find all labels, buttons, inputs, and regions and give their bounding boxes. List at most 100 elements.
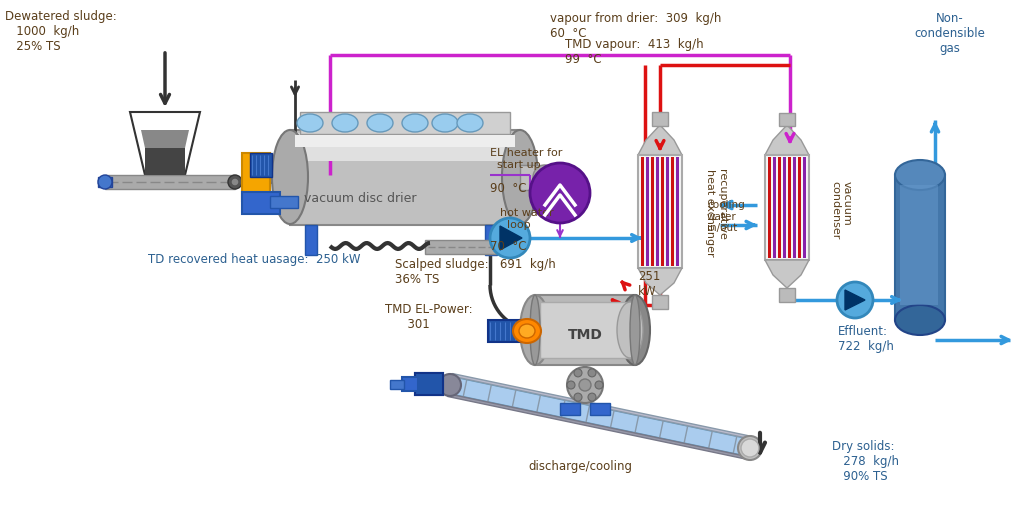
Circle shape <box>228 175 242 189</box>
Ellipse shape <box>457 114 483 132</box>
Bar <box>895 175 945 320</box>
Bar <box>305 225 317 255</box>
Text: discharge/cooling: discharge/cooling <box>528 460 632 473</box>
Bar <box>540 302 630 358</box>
Ellipse shape <box>741 439 759 457</box>
Bar <box>520 165 545 190</box>
Bar <box>662 157 664 266</box>
Polygon shape <box>845 290 865 310</box>
Bar <box>676 157 679 266</box>
Ellipse shape <box>439 374 461 396</box>
Text: TMD: TMD <box>567 328 602 342</box>
Ellipse shape <box>530 295 540 365</box>
Bar <box>415 373 443 395</box>
Ellipse shape <box>895 305 945 335</box>
Ellipse shape <box>402 114 428 132</box>
Ellipse shape <box>367 114 393 132</box>
Bar <box>560 403 580 415</box>
Text: Scalped sludge:   691  kg/h
36% TS: Scalped sludge: 691 kg/h 36% TS <box>395 258 556 286</box>
Ellipse shape <box>617 302 643 358</box>
Circle shape <box>231 178 239 186</box>
Bar <box>402 377 418 391</box>
Circle shape <box>567 367 603 403</box>
Bar <box>779 288 795 302</box>
Bar <box>590 403 610 415</box>
Text: vacuum
condenser: vacuum condenser <box>830 181 852 239</box>
Text: Dry solids:
   278  kg/h
   90% TS: Dry solids: 278 kg/h 90% TS <box>831 440 899 483</box>
Bar <box>803 157 806 258</box>
Bar <box>900 185 938 305</box>
Bar <box>535 295 635 365</box>
Bar <box>652 295 668 309</box>
Text: TMD vapour:  413  kg/h
99  °C: TMD vapour: 413 kg/h 99 °C <box>565 38 703 66</box>
Circle shape <box>837 282 873 318</box>
Polygon shape <box>500 226 522 250</box>
Bar <box>270 196 298 208</box>
Bar <box>783 157 786 258</box>
Polygon shape <box>141 130 189 148</box>
Circle shape <box>574 393 582 401</box>
Polygon shape <box>765 260 809 288</box>
Bar <box>488 320 520 342</box>
Polygon shape <box>452 374 753 439</box>
Text: 251
kW: 251 kW <box>638 270 660 298</box>
Bar <box>793 157 796 258</box>
Bar <box>778 157 781 258</box>
Bar <box>425 240 500 254</box>
Text: Dewatered sludge:
   1000  kg/h
   25% TS: Dewatered sludge: 1000 kg/h 25% TS <box>5 10 117 53</box>
Bar <box>98 177 112 187</box>
Bar <box>295 135 515 147</box>
Ellipse shape <box>520 295 550 365</box>
Bar <box>390 380 404 389</box>
Text: Effluent:
722  kg/h: Effluent: 722 kg/h <box>838 325 894 353</box>
Text: 70  °C: 70 °C <box>490 240 526 253</box>
Circle shape <box>588 369 596 377</box>
Text: EL heater for
  start up: EL heater for start up <box>490 148 562 170</box>
Bar <box>651 157 654 266</box>
Circle shape <box>595 381 603 389</box>
Bar <box>105 175 234 189</box>
Polygon shape <box>447 394 749 460</box>
Ellipse shape <box>620 295 650 365</box>
Circle shape <box>98 175 112 189</box>
Bar <box>652 112 668 126</box>
Bar <box>671 157 674 266</box>
Bar <box>641 157 644 266</box>
Bar <box>768 157 771 258</box>
Ellipse shape <box>534 165 557 189</box>
Bar <box>779 113 795 126</box>
Bar <box>798 157 801 258</box>
Bar <box>242 153 270 201</box>
Ellipse shape <box>630 295 640 365</box>
Text: cooling
water
in/out: cooling water in/out <box>707 200 744 233</box>
Bar <box>773 157 776 258</box>
Bar <box>656 157 659 266</box>
Text: hot water
  loop: hot water loop <box>500 208 554 230</box>
Circle shape <box>490 218 530 258</box>
Bar <box>765 155 809 260</box>
Ellipse shape <box>432 114 458 132</box>
Text: TMD EL-Power:
      301: TMD EL-Power: 301 <box>385 303 473 331</box>
Polygon shape <box>449 376 752 457</box>
Circle shape <box>567 381 575 389</box>
Bar <box>646 157 649 266</box>
Ellipse shape <box>272 130 308 224</box>
Bar <box>485 225 497 255</box>
Bar <box>666 157 669 266</box>
Bar <box>638 155 682 268</box>
Circle shape <box>588 393 596 401</box>
Text: recuperative
heat exchanger: recuperative heat exchanger <box>705 169 727 257</box>
Circle shape <box>579 379 591 391</box>
Polygon shape <box>145 148 185 175</box>
Ellipse shape <box>895 160 945 190</box>
Polygon shape <box>638 125 682 155</box>
Polygon shape <box>638 268 682 295</box>
Bar <box>788 157 791 258</box>
Ellipse shape <box>738 436 762 460</box>
Ellipse shape <box>502 130 538 224</box>
Ellipse shape <box>519 324 535 338</box>
Bar <box>290 130 520 225</box>
Bar <box>415 373 443 395</box>
Text: 90  °C: 90 °C <box>490 182 526 195</box>
Text: TD recovered heat uasage:  250 kW: TD recovered heat uasage: 250 kW <box>148 253 360 266</box>
